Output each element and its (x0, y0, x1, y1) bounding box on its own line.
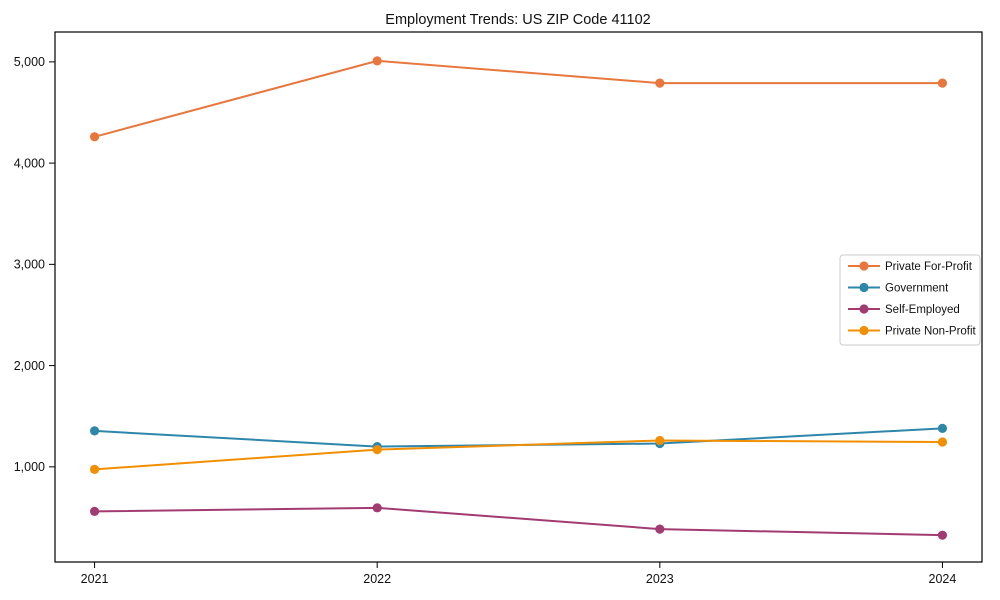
y-tick-label: 1,000 (14, 460, 45, 474)
data-point-private-non-profit (89, 464, 100, 474)
data-point-self-employed (655, 524, 665, 534)
data-point-private-for-profit (655, 78, 665, 88)
data-point-private-for-profit (89, 132, 100, 142)
chart-title: Employment Trends: US ZIP Code 41102 (385, 12, 650, 28)
legend-label-government: Government (885, 283, 949, 295)
x-tick-label: 2021 (81, 572, 109, 586)
legend-label-self-employed: Self-Employed (885, 304, 960, 316)
series-line-government (93, 427, 944, 448)
data-point-self-employed (372, 503, 382, 513)
legend-marker (859, 261, 869, 271)
y-tick-label: 5,000 (14, 55, 45, 69)
plot-frame (54, 31, 983, 563)
legend-marker (859, 325, 869, 336)
data-point-private-for-profit (372, 56, 382, 66)
y-tick-label: 3,000 (14, 258, 45, 272)
x-tick-label: 2023 (646, 572, 674, 586)
x-tick-label: 2024 (929, 572, 957, 586)
series-line-self-employed (93, 506, 944, 537)
series-line-private-non-profit (93, 439, 944, 471)
data-point-government (89, 426, 100, 436)
data-point-private-non-profit (372, 445, 382, 455)
legend-box (839, 254, 981, 346)
legend-label-private-non-profit: Private Non-Profit (885, 326, 977, 338)
legend-marker (859, 304, 869, 314)
data-point-private-non-profit (937, 437, 948, 447)
data-point-self-employed (937, 530, 948, 540)
series-line-private-for-profit (93, 59, 944, 138)
x-tick-label: 2022 (363, 572, 391, 586)
data-point-government (937, 423, 948, 433)
data-point-private-non-profit (655, 435, 665, 446)
y-tick-label: 4,000 (14, 156, 45, 170)
legend-marker (859, 282, 869, 293)
legend-label-private-for-profit: Private For-Profit (885, 261, 973, 273)
data-point-self-employed (89, 506, 100, 516)
data-point-private-for-profit (937, 78, 948, 88)
y-tick-label: 2,000 (14, 359, 45, 373)
